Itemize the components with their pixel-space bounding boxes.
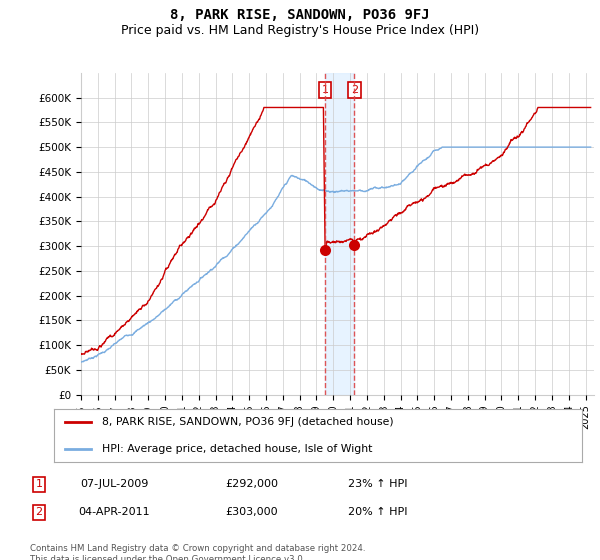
Text: Contains HM Land Registry data © Crown copyright and database right 2024.
This d: Contains HM Land Registry data © Crown c… <box>30 544 365 560</box>
Text: 2: 2 <box>351 85 358 95</box>
Bar <box>325 73 355 395</box>
Text: £303,000: £303,000 <box>226 507 278 517</box>
Text: 04-APR-2011: 04-APR-2011 <box>78 507 150 517</box>
Text: 8, PARK RISE, SANDOWN, PO36 9FJ (detached house): 8, PARK RISE, SANDOWN, PO36 9FJ (detache… <box>101 417 393 427</box>
Text: £292,000: £292,000 <box>226 479 278 489</box>
Text: 2: 2 <box>35 507 43 517</box>
Text: HPI: Average price, detached house, Isle of Wight: HPI: Average price, detached house, Isle… <box>101 444 372 454</box>
Text: Price paid vs. HM Land Registry's House Price Index (HPI): Price paid vs. HM Land Registry's House … <box>121 24 479 36</box>
Text: 20% ↑ HPI: 20% ↑ HPI <box>348 507 408 517</box>
Text: 1: 1 <box>35 479 43 489</box>
Text: 23% ↑ HPI: 23% ↑ HPI <box>348 479 408 489</box>
Text: 8, PARK RISE, SANDOWN, PO36 9FJ: 8, PARK RISE, SANDOWN, PO36 9FJ <box>170 8 430 22</box>
Text: 07-JUL-2009: 07-JUL-2009 <box>80 479 148 489</box>
Text: 1: 1 <box>322 85 329 95</box>
